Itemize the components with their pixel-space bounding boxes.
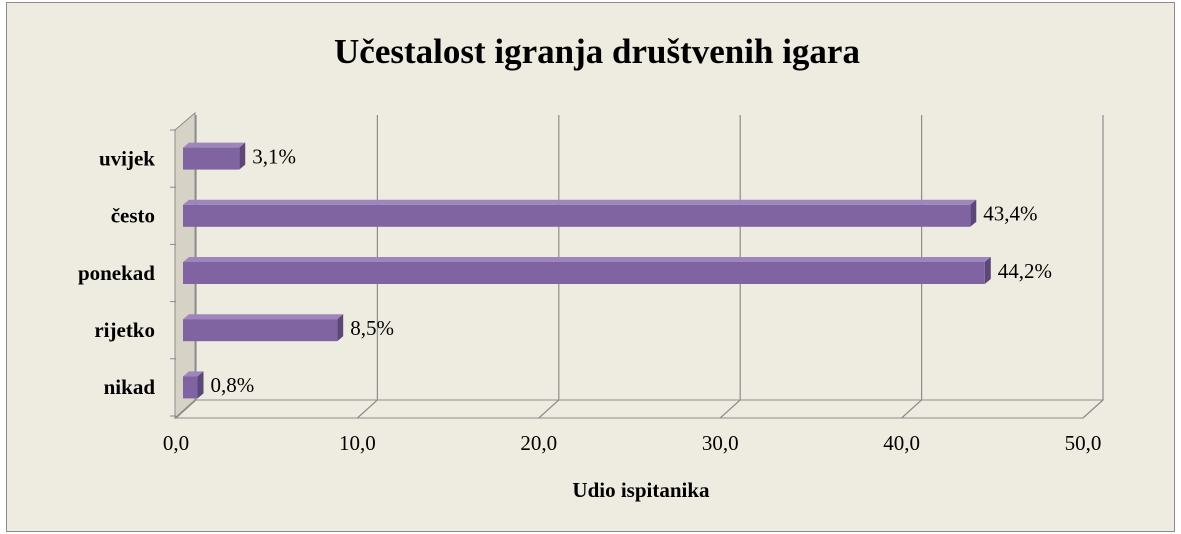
bar-top: [183, 142, 246, 148]
x-tick-label: 20,0: [520, 431, 557, 455]
bar-side: [239, 142, 246, 170]
bar-top: [183, 371, 204, 377]
bar-side: [337, 314, 344, 342]
bar: [183, 319, 338, 342]
x-axis-label: Udio ispitanika: [572, 478, 710, 502]
x-tick-label: 0,0: [163, 431, 189, 455]
bar-top: [183, 199, 977, 205]
value-label: 8,5%: [350, 316, 394, 340]
bar: [183, 204, 971, 227]
x-tick-label: 50,0: [1065, 431, 1102, 455]
bar-side: [984, 257, 991, 284]
value-label: 3,1%: [252, 144, 296, 168]
x-tick-label: 40,0: [883, 431, 920, 455]
y-tick-label: uvijek: [99, 146, 155, 170]
bar: [183, 147, 240, 170]
x-tick-label: 30,0: [702, 431, 739, 455]
y-tick-label: često: [111, 204, 155, 228]
chart-title: Učestalost igranja društvenih igara: [334, 32, 860, 71]
bar-top: [183, 257, 991, 262]
bar-side: [970, 199, 977, 227]
y-tick-label: rijetko: [94, 318, 155, 342]
value-label: 44,2%: [998, 259, 1052, 283]
bar: [183, 262, 985, 284]
y-tick-label: ponekad: [78, 261, 155, 285]
bar-top: [183, 314, 344, 320]
bar: [183, 376, 198, 399]
bar-side: [197, 371, 204, 399]
grid-line: [1082, 115, 1104, 419]
y-tick-label: nikad: [104, 375, 156, 399]
x-tick-label: 10,0: [339, 431, 376, 455]
value-label: 43,4%: [983, 202, 1037, 226]
value-label: 0,8%: [211, 373, 255, 397]
